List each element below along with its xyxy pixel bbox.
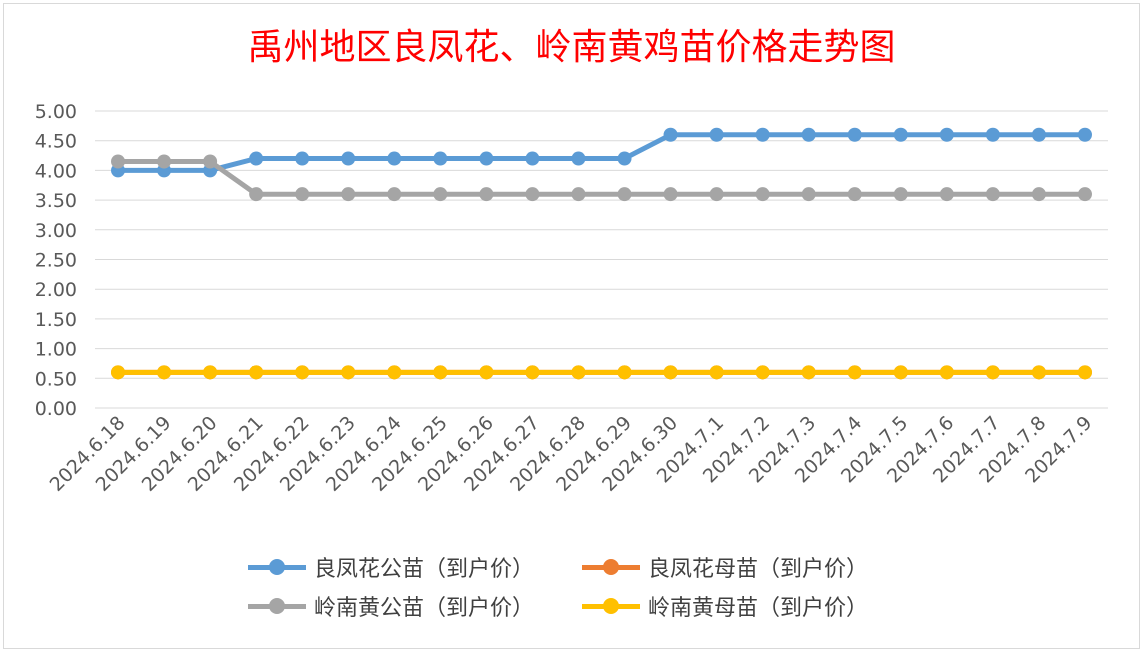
- data-point: [571, 187, 586, 202]
- data-point: [1031, 187, 1046, 202]
- data-point: [111, 154, 126, 169]
- data-point: [479, 151, 494, 166]
- y-tick-label: 1.50: [35, 309, 77, 331]
- data-point: [111, 365, 126, 380]
- data-point: [525, 187, 540, 202]
- data-point: [847, 365, 862, 380]
- y-tick-label: 4.00: [35, 160, 77, 182]
- series-group: [111, 154, 1092, 202]
- legend-swatch: [582, 598, 640, 614]
- data-point: [341, 187, 356, 202]
- data-point: [939, 365, 954, 380]
- data-point: [709, 127, 724, 142]
- legend-swatch: [248, 559, 306, 575]
- y-tick-label: 3.50: [35, 190, 77, 212]
- data-point: [387, 365, 402, 380]
- data-point: [1077, 127, 1092, 142]
- data-point: [663, 365, 678, 380]
- y-tick-label: 4.50: [35, 131, 77, 153]
- data-point: [939, 187, 954, 202]
- data-point: [341, 365, 356, 380]
- data-point: [249, 187, 264, 202]
- data-point: [755, 365, 770, 380]
- data-point: [525, 151, 540, 166]
- data-point: [295, 151, 310, 166]
- data-point: [525, 365, 540, 380]
- data-point: [341, 151, 356, 166]
- legend-label: 岭南黄公苗（到户价）: [314, 596, 535, 621]
- series-line: [115, 132, 1088, 173]
- gridlines: [95, 110, 1108, 409]
- data-point: [663, 127, 678, 142]
- data-point: [1077, 187, 1092, 202]
- legend-label: 岭南黄母苗（到户价）: [648, 596, 869, 621]
- legend-item: 良凤花母苗（到户价）: [582, 550, 868, 584]
- data-point: [1031, 365, 1046, 380]
- data-point: [709, 187, 724, 202]
- data-point: [617, 151, 632, 166]
- data-point: [1077, 365, 1092, 380]
- y-tick-label: 0.50: [35, 368, 77, 390]
- legend-label: 良凤花公苗（到户价）: [314, 557, 535, 582]
- data-point: [387, 151, 402, 166]
- data-point: [801, 187, 816, 202]
- data-point: [617, 365, 632, 380]
- y-tick-label: 2.50: [35, 250, 77, 272]
- data-point: [939, 127, 954, 142]
- data-point: [295, 187, 310, 202]
- data-point: [893, 365, 908, 380]
- data-point: [847, 127, 862, 142]
- data-point: [893, 127, 908, 142]
- data-point: [847, 187, 862, 202]
- data-point: [157, 154, 172, 169]
- data-point: [249, 365, 264, 380]
- series-lines: [111, 127, 1092, 380]
- data-point: [617, 187, 632, 202]
- data-point: [1031, 127, 1046, 142]
- data-point: [571, 365, 586, 380]
- data-point: [157, 365, 172, 380]
- data-point: [433, 151, 448, 166]
- data-point: [479, 187, 494, 202]
- data-point: [479, 365, 494, 380]
- data-point: [755, 127, 770, 142]
- data-point: [801, 365, 816, 380]
- y-tick-label: 5.00: [35, 101, 77, 123]
- data-point: [249, 151, 264, 166]
- legend-item: 岭南黄公苗（到户价）: [248, 589, 534, 623]
- data-point: [203, 365, 218, 380]
- chart-title: 禹州地区良凤花、岭南黄鸡苗价格走势图: [247, 27, 896, 68]
- y-tick-label: 1.00: [35, 339, 77, 361]
- legend-label: 良凤花母苗（到户价）: [648, 557, 869, 582]
- data-point: [387, 187, 402, 202]
- data-point: [295, 365, 310, 380]
- y-axis-ticks: 0.00 0.50 1.00 1.50 2.00 2.50 3.00 3.50 4.00 4.50…: [35, 101, 77, 420]
- data-point: [893, 187, 908, 202]
- legend-swatch: [582, 559, 640, 575]
- data-point: [663, 187, 678, 202]
- series-line: [115, 159, 1088, 197]
- y-tick-label: 0.00: [35, 398, 77, 420]
- legend-item: 岭南黄母苗（到户价）: [582, 589, 868, 623]
- y-tick-label: 3.00: [35, 220, 77, 242]
- data-point: [801, 127, 816, 142]
- data-point: [709, 365, 724, 380]
- data-point: [985, 127, 1000, 142]
- series-group: [111, 365, 1092, 380]
- data-point: [571, 151, 586, 166]
- data-point: [755, 187, 770, 202]
- x-axis-ticks: 2024.6.182024.6.192024.6.202024.6.212024…: [46, 412, 1097, 496]
- data-point: [985, 365, 1000, 380]
- data-point: [433, 365, 448, 380]
- data-point: [433, 187, 448, 202]
- legend-item: 良凤花公苗（到户价）: [248, 550, 534, 584]
- data-point: [203, 154, 218, 169]
- data-point: [985, 187, 1000, 202]
- y-tick-label: 2.00: [35, 279, 77, 301]
- legend-swatch: [248, 598, 306, 614]
